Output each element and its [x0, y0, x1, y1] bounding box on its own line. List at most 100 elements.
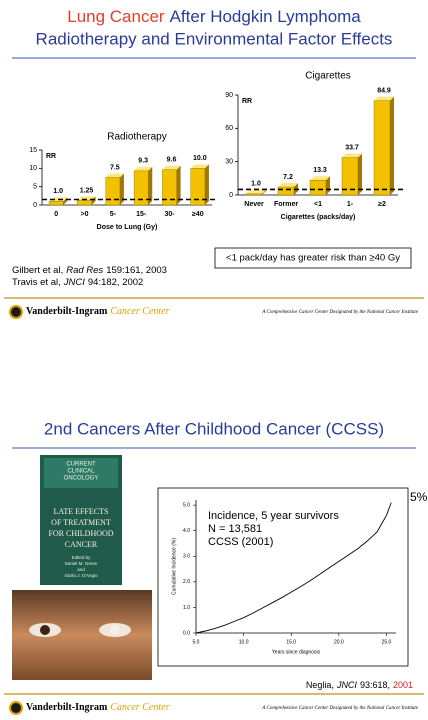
y-axis-label: Cumulative Incidence (%) [171, 538, 177, 595]
chart-frame [157, 487, 409, 667]
annotation: CCSS (2001) [208, 536, 273, 548]
bar [245, 193, 263, 196]
annotation: N = 13,581 [208, 523, 262, 535]
bar-side [326, 176, 330, 195]
logo-sub: Cancer Center [110, 306, 169, 317]
y-tick-label: 90 [225, 92, 233, 99]
citation-part: 93:618, [360, 680, 390, 690]
y-tick-label: 60 [225, 125, 233, 132]
bar-side [262, 189, 266, 195]
tagline: A Comprehensive Cancer Center Designated… [261, 706, 418, 711]
photo-iris [110, 625, 120, 635]
bar [162, 169, 177, 206]
x-tick-label: Former [274, 201, 298, 208]
book-text: Daniel M. Green [65, 561, 98, 566]
book-band [44, 458, 118, 488]
bar [190, 168, 206, 206]
value-label: 13.3 [313, 167, 327, 174]
book-text: CLINICAL [67, 469, 95, 475]
value-label: 9.6 [167, 157, 177, 164]
citation-part: JNCI [63, 277, 85, 288]
chart-title: Cigarettes [305, 71, 351, 82]
bar-side [358, 153, 362, 195]
book-series: CURRENT CLINICAL ONCOLOGY [64, 462, 99, 482]
y-tick-label: 4.0 [183, 528, 190, 534]
bar-side [176, 165, 181, 205]
book-text: CURRENT [66, 462, 96, 468]
logo: Vanderbilt-Ingram Cancer Center [26, 702, 170, 713]
bar [48, 201, 64, 206]
book-text: OF TREATMENT [51, 518, 111, 527]
book-text: Giulio J. D'Angio [64, 573, 98, 578]
bar-top [278, 183, 298, 187]
bar-side [204, 164, 209, 205]
y-tick-label: 1.0 [183, 605, 190, 611]
y-tick-label: 5 [33, 184, 37, 191]
bar-side [390, 96, 394, 195]
logo: Vanderbilt-Ingram Cancer Center [26, 306, 170, 317]
bar [341, 157, 359, 196]
logo-name: Vanderbilt-Ingram [26, 702, 108, 713]
book-text: and [77, 567, 85, 572]
y-tick-label: 15 [29, 147, 37, 154]
photo [12, 590, 152, 680]
bar-top [190, 164, 209, 169]
side-label: 5% [410, 490, 428, 504]
chart-title: Radiotherapy [107, 132, 166, 143]
note: <1 pack/day has greater risk than ≥40 Gy [226, 253, 400, 264]
title-part: After Hodgkin Lymphoma [170, 7, 362, 26]
bar [277, 186, 295, 196]
y-axis-label: RR [242, 98, 252, 105]
y-tick-label: 3.0 [183, 554, 190, 560]
book-text: ONCOLOGY [64, 476, 99, 482]
citation-part: 2001 [393, 680, 413, 690]
value-label: 33.7 [345, 144, 359, 151]
logo-name: Vanderbilt-Ingram [26, 306, 108, 317]
x-axis-label: Cigarettes (packs/day) [281, 214, 356, 221]
citation: Gilbert et al, Rad Res 159:161, 2003 [12, 265, 167, 276]
value-label: 84.9 [377, 88, 391, 95]
value-label: 7.2 [283, 174, 293, 181]
value-label: 9.3 [138, 158, 148, 165]
value-label: 7.5 [110, 164, 120, 171]
citation-part: 159:161, 2003 [106, 265, 167, 276]
value-label: 1.25 [80, 187, 94, 194]
line [195, 502, 392, 634]
bar-top [374, 96, 394, 101]
title-highlight: Lung Cancer [67, 7, 165, 26]
x-tick-label: 25.0 [382, 639, 392, 645]
value-label: 1.0 [53, 188, 63, 195]
y-tick-label: 2.0 [183, 579, 190, 585]
book-text: Edited by [72, 555, 92, 560]
x-tick-label: 15.0 [286, 639, 296, 645]
book-text: FOR CHILDHOOD [48, 529, 113, 538]
bar-top [310, 176, 330, 181]
value-label: 1.0 [251, 181, 261, 188]
bar [105, 177, 121, 206]
photo-iris [40, 625, 50, 635]
logo-mark [9, 701, 23, 715]
bar-top [246, 189, 266, 194]
x-axis-label: Dose to Lung (Gy) [97, 224, 158, 231]
citation: Neglia, JNCI 93:618, 2001 [306, 680, 413, 690]
x-tick-label: 5- [110, 211, 117, 218]
bar [373, 100, 391, 196]
x-tick-label: 30- [164, 211, 175, 218]
y-tick-label: 0 [229, 192, 233, 199]
citation-part: Rad Res [66, 265, 103, 276]
bar-top [342, 153, 362, 158]
bar-top [105, 173, 124, 178]
note-box [214, 247, 412, 269]
book-editors: Edited by Daniel M. Green and Giulio J. … [64, 555, 98, 578]
bar-top [134, 166, 153, 171]
slide-title: Radiotherapy and Environmental Factor Ef… [36, 29, 393, 48]
y-axis-label: RR [46, 153, 56, 160]
citation-part: 94:182, 2002 [88, 277, 143, 288]
x-tick-label: 20.0 [334, 639, 344, 645]
x-tick-label: 5.0 [193, 639, 200, 645]
x-tick-label: 1- [347, 201, 354, 208]
book-text: CANCER [65, 540, 98, 549]
x-tick-label: ≥40 [192, 211, 204, 218]
bar-side [91, 196, 96, 205]
